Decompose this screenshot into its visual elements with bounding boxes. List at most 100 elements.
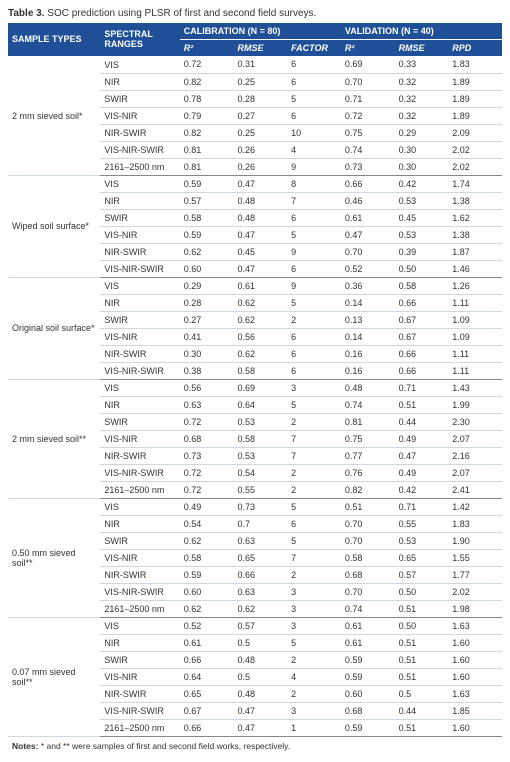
table-row: 2 mm sieved soil*VIS0.720.3160.690.331.8… [8, 56, 502, 73]
val-rmse-cell: 0.66 [395, 294, 449, 311]
rpd-cell: 1.11 [448, 345, 502, 362]
rpd-cell: 1.60 [448, 651, 502, 668]
val-r2-cell: 0.77 [341, 447, 395, 464]
table-caption: Table 3. SOC prediction using PLSR of fi… [8, 8, 502, 19]
spectral-range-cell: VIS [100, 379, 179, 396]
val-r2-cell: 0.74 [341, 396, 395, 413]
rpd-cell: 1.62 [448, 209, 502, 226]
th-spectral-ranges: SPECTRAL RANGES [100, 23, 179, 56]
cal-r2-cell: 0.29 [180, 277, 234, 294]
cal-r2-cell: 0.66 [180, 719, 234, 736]
val-r2-cell: 0.70 [341, 583, 395, 600]
factor-cell: 6 [287, 209, 341, 226]
val-r2-cell: 0.52 [341, 260, 395, 277]
factor-cell: 5 [287, 226, 341, 243]
cal-r2-cell: 0.63 [180, 396, 234, 413]
cal-r2-cell: 0.54 [180, 515, 234, 532]
val-rmse-cell: 0.45 [395, 209, 449, 226]
cal-rmse-cell: 0.53 [233, 447, 287, 464]
factor-cell: 6 [287, 345, 341, 362]
th-calibration: CALIBRATION (N = 80) [180, 23, 341, 40]
cal-r2-cell: 0.78 [180, 90, 234, 107]
cal-r2-cell: 0.61 [180, 634, 234, 651]
val-r2-cell: 0.74 [341, 141, 395, 158]
val-r2-cell: 0.70 [341, 532, 395, 549]
val-r2-cell: 0.58 [341, 549, 395, 566]
factor-cell: 5 [287, 532, 341, 549]
cal-rmse-cell: 0.61 [233, 277, 287, 294]
val-r2-cell: 0.51 [341, 498, 395, 515]
rpd-cell: 1.98 [448, 600, 502, 617]
val-r2-cell: 0.71 [341, 90, 395, 107]
cal-r2-cell: 0.58 [180, 209, 234, 226]
spectral-range-cell: SWIR [100, 90, 179, 107]
spectral-range-cell: 2161–2500 nm [100, 719, 179, 736]
rpd-cell: 1.85 [448, 702, 502, 719]
spectral-range-cell: SWIR [100, 311, 179, 328]
rpd-cell: 1.89 [448, 107, 502, 124]
val-rmse-cell: 0.47 [395, 447, 449, 464]
cal-rmse-cell: 0.5 [233, 668, 287, 685]
val-rmse-cell: 0.51 [395, 634, 449, 651]
spectral-range-cell: NIR [100, 634, 179, 651]
spectral-range-cell: NIR [100, 515, 179, 532]
val-r2-cell: 0.75 [341, 430, 395, 447]
spectral-range-cell: NIR-SWIR [100, 345, 179, 362]
cal-r2-cell: 0.59 [180, 175, 234, 192]
rpd-cell: 2.02 [448, 158, 502, 175]
factor-cell: 9 [287, 158, 341, 175]
spectral-range-cell: NIR-SWIR [100, 124, 179, 141]
rpd-cell: 1.43 [448, 379, 502, 396]
cal-r2-cell: 0.65 [180, 685, 234, 702]
val-rmse-cell: 0.66 [395, 345, 449, 362]
cal-r2-cell: 0.64 [180, 668, 234, 685]
cal-r2-cell: 0.30 [180, 345, 234, 362]
spectral-range-cell: SWIR [100, 532, 179, 549]
cal-r2-cell: 0.49 [180, 498, 234, 515]
spectral-range-cell: VIS-NIR [100, 226, 179, 243]
spectral-range-cell: NIR-SWIR [100, 243, 179, 260]
footnote-text: * and ** were samples of first and secon… [41, 741, 290, 751]
cal-r2-cell: 0.82 [180, 124, 234, 141]
th-cal-r2: R² [180, 40, 234, 57]
val-rmse-cell: 0.51 [395, 651, 449, 668]
spectral-range-cell: VIS-NIR-SWIR [100, 583, 179, 600]
spectral-range-cell: VIS-NIR [100, 549, 179, 566]
val-rmse-cell: 0.71 [395, 498, 449, 515]
spectral-range-cell: NIR [100, 396, 179, 413]
cal-r2-cell: 0.72 [180, 464, 234, 481]
val-r2-cell: 0.36 [341, 277, 395, 294]
val-rmse-cell: 0.51 [395, 668, 449, 685]
factor-cell: 6 [287, 73, 341, 90]
factor-cell: 6 [287, 260, 341, 277]
cal-r2-cell: 0.59 [180, 226, 234, 243]
spectral-range-cell: VIS-NIR-SWIR [100, 260, 179, 277]
factor-cell: 5 [287, 634, 341, 651]
cal-r2-cell: 0.66 [180, 651, 234, 668]
val-r2-cell: 0.66 [341, 175, 395, 192]
val-rmse-cell: 0.30 [395, 158, 449, 175]
factor-cell: 7 [287, 549, 341, 566]
cal-rmse-cell: 0.47 [233, 260, 287, 277]
val-r2-cell: 0.69 [341, 56, 395, 73]
val-rmse-cell: 0.55 [395, 515, 449, 532]
spectral-range-cell: NIR-SWIR [100, 566, 179, 583]
factor-cell: 4 [287, 141, 341, 158]
sample-type-cell: 0.07 mm sieved soil** [8, 617, 100, 736]
rpd-cell: 1.77 [448, 566, 502, 583]
val-r2-cell: 0.13 [341, 311, 395, 328]
factor-cell: 5 [287, 90, 341, 107]
cal-r2-cell: 0.79 [180, 107, 234, 124]
spectral-range-cell: VIS-NIR-SWIR [100, 141, 179, 158]
spectral-range-cell: 2161–2500 nm [100, 600, 179, 617]
val-r2-cell: 0.81 [341, 413, 395, 430]
cal-rmse-cell: 0.62 [233, 600, 287, 617]
factor-cell: 2 [287, 651, 341, 668]
cal-rmse-cell: 0.47 [233, 719, 287, 736]
val-rmse-cell: 0.5 [395, 685, 449, 702]
table-body: 2 mm sieved soil*VIS0.720.3160.690.331.8… [8, 56, 502, 736]
cal-rmse-cell: 0.73 [233, 498, 287, 515]
cal-rmse-cell: 0.62 [233, 345, 287, 362]
factor-cell: 7 [287, 192, 341, 209]
val-rmse-cell: 0.51 [395, 719, 449, 736]
